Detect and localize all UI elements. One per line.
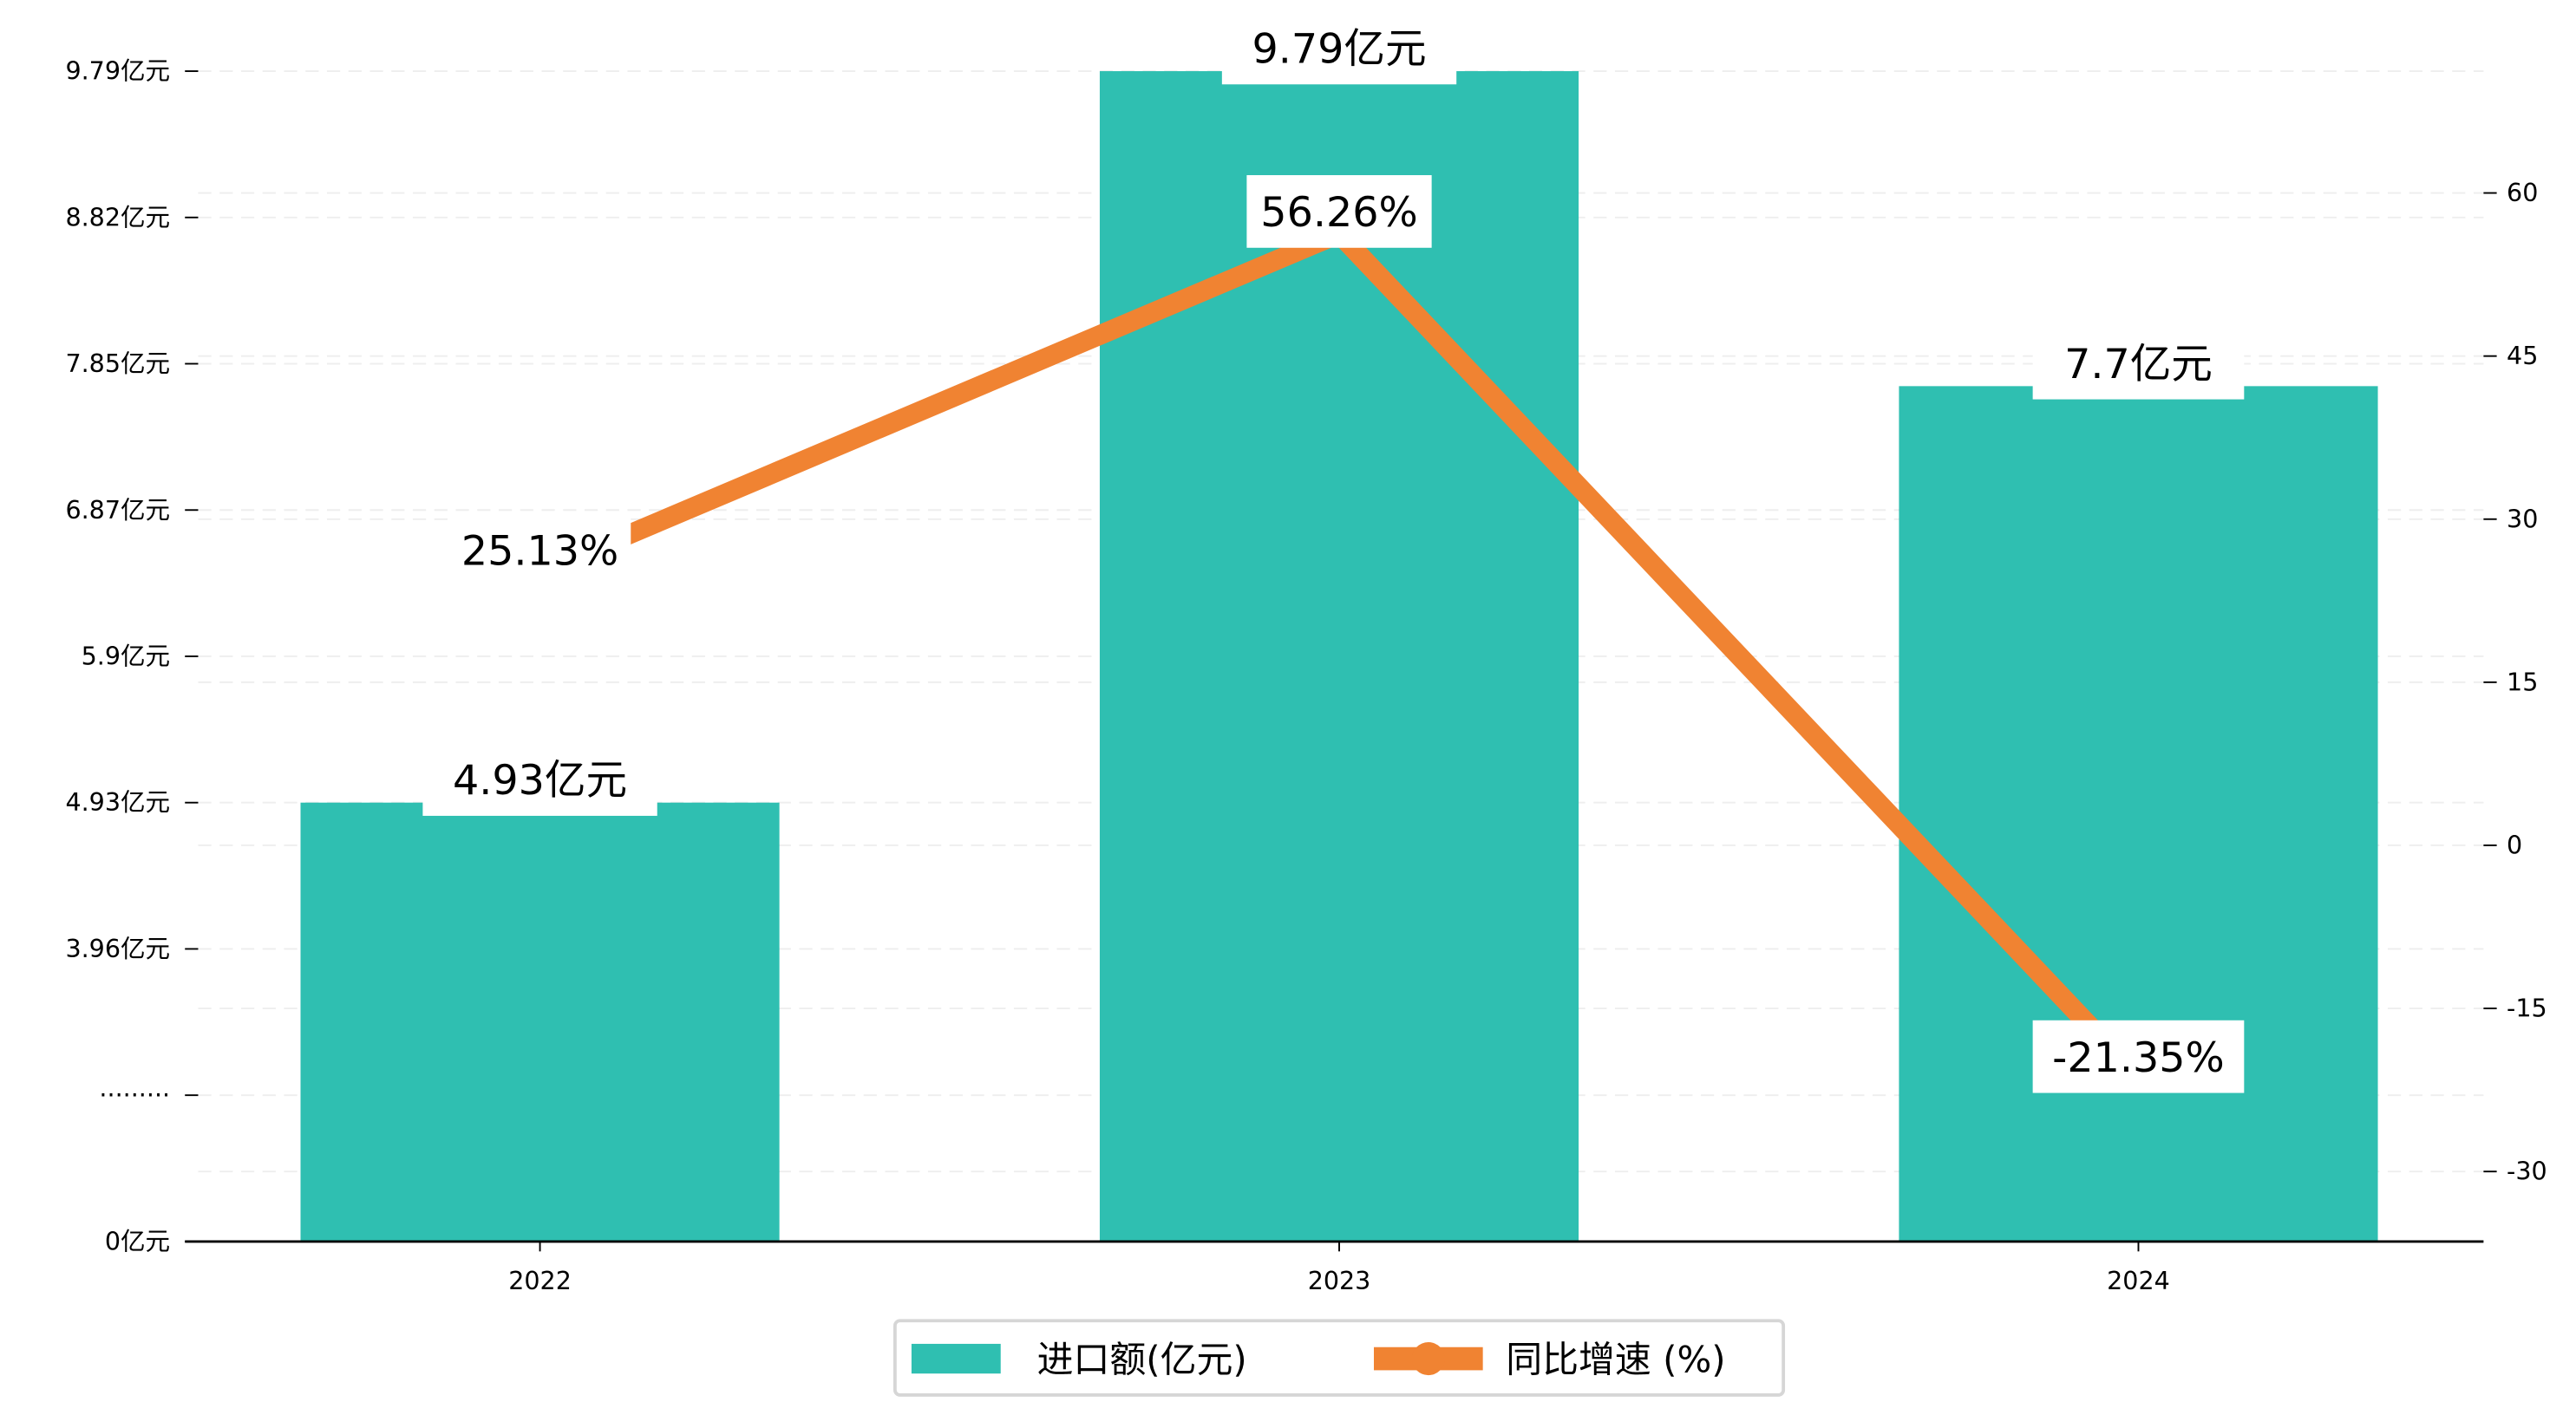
left-tick-label: 4.93亿元 (65, 787, 170, 817)
right-tick-label: -15 (2507, 994, 2547, 1023)
x-tick-label: 2023 (1308, 1266, 1371, 1295)
right-tick-label: 15 (2507, 667, 2538, 696)
left-tick-label: 0亿元 (105, 1226, 170, 1255)
legend-marker-line (1411, 1342, 1445, 1376)
bars (300, 71, 2378, 1242)
x-tick-label: 2022 (508, 1266, 572, 1295)
left-tick-label: 9.79亿元 (65, 56, 170, 86)
bar-value-label: 4.93亿元 (453, 757, 627, 805)
legend-swatch-bar (911, 1343, 1001, 1374)
growth-value-label-box (448, 513, 631, 587)
growth-value-label: 56.26% (1260, 189, 1417, 237)
left-tick-label: 6.87亿元 (65, 495, 170, 525)
left-tick-label: 5.9亿元 (82, 642, 171, 671)
growth-value-label: 25.13% (461, 527, 618, 575)
bar-2024 (1899, 386, 2378, 1242)
bar-value-label-box (422, 743, 657, 816)
legend-label-bar: 进口额(亿元) (1037, 1338, 1247, 1380)
growth-value-label-box (1246, 175, 1432, 248)
bar-2023 (1099, 71, 1579, 1242)
bar-value-label-box (2032, 326, 2245, 400)
right-tick-label: -30 (2507, 1157, 2547, 1186)
left-tick-label: 3.96亿元 (65, 934, 170, 963)
legend: 进口额(亿元) 同比增速 (%) (892, 1319, 1786, 1397)
right-tick-label: 30 (2507, 504, 2538, 533)
bar-value-label: 9.79亿元 (1252, 26, 1426, 74)
right-tick-label: 0 (2507, 830, 2522, 859)
axes: 0亿元 ········· 3.96亿元 4.93亿元 5.9亿元 6.87亿元 7.85亿… (65, 56, 2547, 1296)
bar-2022 (300, 802, 780, 1242)
bar-value-label-box (1221, 11, 1457, 85)
bar-value-label: 7.7亿元 (2064, 341, 2213, 388)
legend-label-line: 同比增速 (%) (1506, 1338, 1725, 1380)
left-tick-label: 8.82亿元 (65, 202, 170, 231)
legend-box (892, 1319, 1786, 1397)
left-tick-label: 7.85亿元 (65, 349, 170, 378)
left-tick-label: ········· (99, 1080, 170, 1110)
right-tick-label: 60 (2507, 178, 2538, 207)
growth-value-label: -21.35% (2052, 1034, 2225, 1082)
data-labels: 4.93亿元 9.79亿元 7.7亿元 25.13% 56.26% -21.35% (422, 11, 2245, 1093)
x-tick-label: 2024 (2107, 1266, 2170, 1295)
growth-value-label-box (2032, 1020, 2245, 1093)
right-tick-label: 45 (2507, 341, 2538, 370)
